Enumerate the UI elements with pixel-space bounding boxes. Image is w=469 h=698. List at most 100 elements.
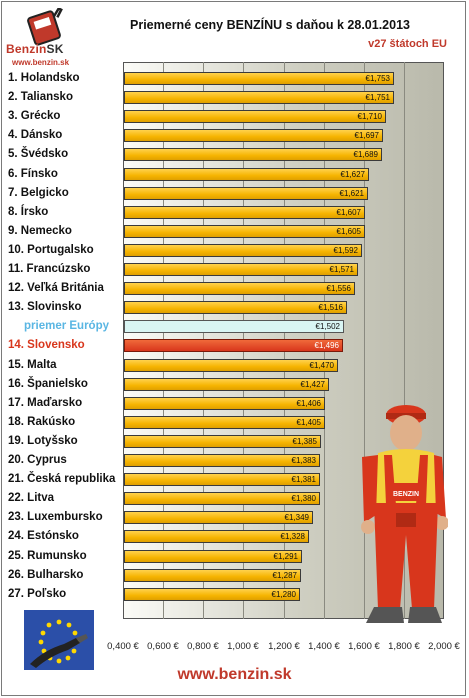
bar <box>124 263 358 276</box>
bar <box>124 148 382 161</box>
category-label: 4. Dánsko <box>8 129 63 141</box>
bar-europe-average <box>124 320 344 333</box>
value-label: €1,287 <box>272 571 297 580</box>
value-label: €1,751 <box>365 93 390 102</box>
x-tick-label: 1,600 € <box>348 641 380 652</box>
category-label: 8. Írsko <box>8 206 49 218</box>
eu-flag-icon <box>24 610 94 670</box>
value-label: €1,605 <box>336 227 361 236</box>
category-label: 21. Česká republika <box>8 473 116 485</box>
category-label: 10. Portugalsko <box>8 244 94 256</box>
logo-url: www.benzin.sk <box>12 58 70 67</box>
x-tick-label: 1,200 € <box>268 641 300 652</box>
mascot-worker-icon: BENZIN <box>361 405 448 623</box>
x-tick-label: 1,400 € <box>308 641 340 652</box>
bar <box>124 187 368 200</box>
value-label: €1,502 <box>315 322 340 331</box>
value-label: €1,710 <box>357 112 382 121</box>
bar <box>124 129 383 142</box>
category-label: 5. Švédsko <box>8 148 69 160</box>
category-label: 3. Grécko <box>8 110 61 122</box>
bar <box>124 168 369 181</box>
bar <box>124 530 309 543</box>
category-label: 18. Rakúsko <box>8 416 76 428</box>
value-label: €1,627 <box>340 170 365 179</box>
bar <box>124 206 365 219</box>
category-label: 19. Lotyšsko <box>8 435 78 447</box>
category-label: 20. Cyprus <box>8 454 67 466</box>
bar-slovakia <box>124 339 343 352</box>
x-tick-label: 2,000 € <box>428 641 460 652</box>
value-label: €1,291 <box>273 552 298 561</box>
value-label: €1,592 <box>333 246 358 255</box>
bar <box>124 225 365 238</box>
bar <box>124 588 300 601</box>
x-tick-label: 1,800 € <box>388 641 420 652</box>
bar <box>124 416 325 429</box>
category-label: priemer Európy <box>24 320 109 332</box>
value-label: €1,697 <box>354 131 379 140</box>
bar <box>124 397 325 410</box>
category-label: 12. Veľká Británia <box>8 282 104 294</box>
value-label: €1,406 <box>296 399 321 408</box>
category-label: 7. Belgicko <box>8 187 69 199</box>
bar <box>124 569 301 582</box>
value-label: €1,470 <box>309 361 334 370</box>
category-label: 26. Bulharsko <box>8 569 84 581</box>
x-tick-label: 0,800 € <box>187 641 219 652</box>
value-label: €1,607 <box>336 208 361 217</box>
category-label: 23. Luxembursko <box>8 511 103 523</box>
footer-url: www.benzin.sk <box>177 666 292 683</box>
bar <box>124 244 362 257</box>
value-label: €1,556 <box>326 284 351 293</box>
value-label: €1,349 <box>284 513 309 522</box>
category-label: 24. Estónsko <box>8 530 79 542</box>
category-label: 11. Francúzsko <box>8 263 91 275</box>
category-label: 14. Slovensko <box>8 339 85 351</box>
category-label: 17. Maďarsko <box>8 397 83 409</box>
category-label: 27. Poľsko <box>8 588 67 600</box>
svg-text:BENZIN: BENZIN <box>393 491 419 498</box>
category-label: 9. Nemecko <box>8 225 72 237</box>
chart-subtitle: v27 štátoch EU <box>368 38 447 50</box>
category-label: 22. Litva <box>8 492 55 504</box>
value-label: €1,328 <box>280 532 305 541</box>
category-label: 1. Holandsko <box>8 72 80 84</box>
bar <box>124 550 302 563</box>
x-tick-label: 1,000 € <box>227 641 259 652</box>
value-label: €1,571 <box>329 265 354 274</box>
value-label: €1,496 <box>314 341 339 350</box>
bar <box>124 378 329 391</box>
grid-line <box>364 62 365 619</box>
bar <box>124 301 347 314</box>
category-label: 6. Fínsko <box>8 168 58 180</box>
grid-line <box>404 62 405 619</box>
bar <box>124 511 313 524</box>
value-label: €1,385 <box>292 437 317 446</box>
bar <box>124 110 386 123</box>
bar <box>124 454 320 467</box>
logo-text: BenzinSK <box>6 42 64 56</box>
benzin-logo-icon <box>27 8 63 46</box>
category-label: 15. Malta <box>8 359 57 371</box>
category-label: 2. Taliansko <box>8 91 73 103</box>
category-label: 16. Španielsko <box>8 378 88 390</box>
bar <box>124 492 320 505</box>
value-label: €1,427 <box>300 380 325 389</box>
bar <box>124 72 394 85</box>
category-label: 25. Rumunsko <box>8 550 87 562</box>
value-label: €1,383 <box>291 456 316 465</box>
bar <box>124 435 321 448</box>
value-label: €1,689 <box>353 150 378 159</box>
chart-title: Priemerné ceny BENZÍNU s daňou k 28.01.2… <box>130 18 410 32</box>
category-label: 13. Slovinsko <box>8 301 82 313</box>
value-label: €1,405 <box>296 418 321 427</box>
value-label: €1,380 <box>291 494 316 503</box>
bar <box>124 473 320 486</box>
value-label: €1,621 <box>339 189 364 198</box>
value-label: €1,280 <box>271 590 296 599</box>
bar <box>124 282 355 295</box>
x-tick-label: 0,600 € <box>147 641 179 652</box>
x-tick-label: 0,400 € <box>107 641 139 652</box>
